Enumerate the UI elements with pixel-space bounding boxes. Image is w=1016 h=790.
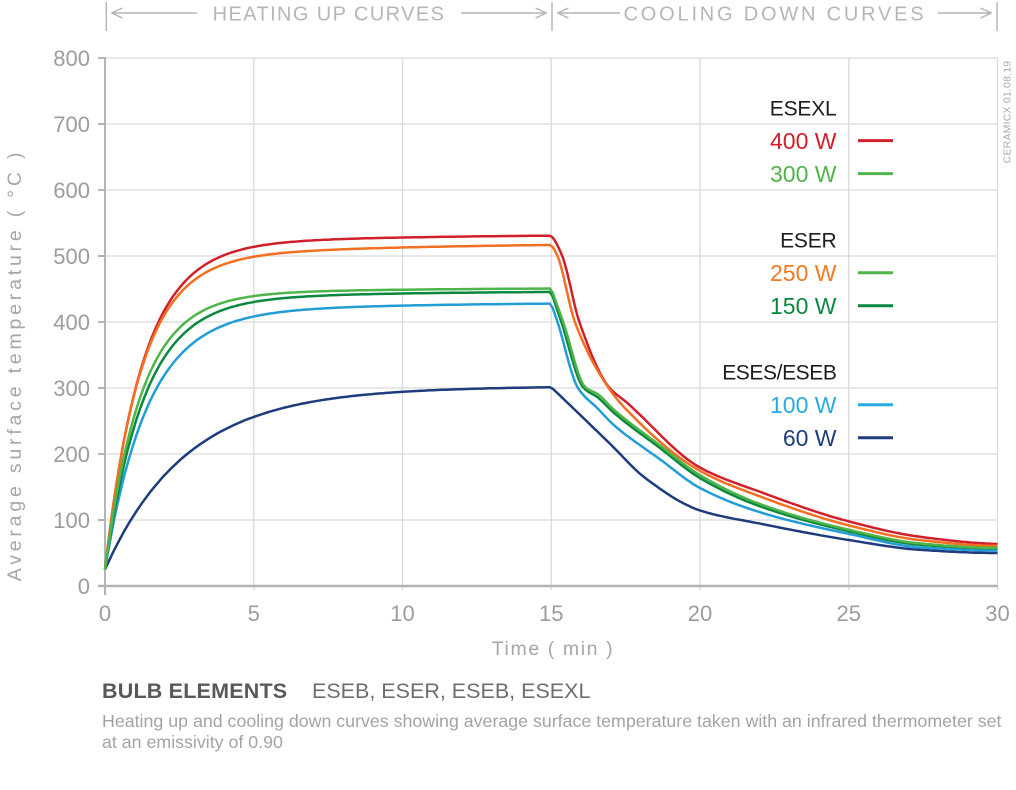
svg-text:400: 400	[53, 310, 90, 335]
svg-text:5: 5	[248, 601, 260, 626]
svg-text:15: 15	[539, 601, 563, 626]
svg-text:ESEB, ESER, ESEB, ESEXL: ESEB, ESER, ESEB, ESEXL	[312, 679, 590, 703]
svg-text:ESER: ESER	[780, 230, 836, 253]
svg-text:250 W: 250 W	[770, 260, 837, 286]
svg-text:500: 500	[53, 244, 90, 269]
svg-text:0: 0	[78, 574, 90, 599]
svg-text:20: 20	[688, 601, 712, 626]
svg-text:COOLING DOWN CURVES: COOLING DOWN CURVES	[624, 4, 927, 26]
svg-text:Time ( min ): Time ( min )	[492, 638, 614, 660]
svg-text:300 W: 300 W	[770, 161, 837, 187]
svg-text:400 W: 400 W	[770, 128, 837, 154]
svg-text:ESEXL: ESEXL	[770, 98, 837, 121]
svg-text:Average surface temperature (: Average surface temperature ( °C )	[4, 149, 26, 582]
svg-text:HEATING UP CURVES: HEATING UP CURVES	[213, 4, 446, 26]
svg-text:200: 200	[53, 442, 90, 467]
svg-text:100: 100	[53, 508, 90, 533]
svg-text:25: 25	[837, 601, 861, 626]
svg-text:BULB ELEMENTS: BULB ELEMENTS	[102, 679, 287, 703]
svg-text:100 W: 100 W	[770, 392, 837, 418]
svg-text:10: 10	[390, 601, 414, 626]
svg-text:600: 600	[53, 178, 90, 203]
svg-text:ESES/ESEB: ESES/ESEB	[722, 362, 836, 385]
svg-text:CERAMICX 01.08.19: CERAMICX 01.08.19	[1002, 61, 1014, 164]
svg-text:300: 300	[53, 376, 90, 401]
svg-text:700: 700	[53, 112, 90, 137]
svg-text:Heating up and cooling down cu: Heating up and cooling down curves showi…	[102, 711, 1001, 731]
svg-text:30: 30	[985, 601, 1009, 626]
svg-text:60 W: 60 W	[783, 425, 837, 451]
svg-text:150 W: 150 W	[770, 293, 837, 319]
svg-text:0: 0	[99, 601, 111, 626]
svg-text:at an emissivity of 0.90: at an emissivity of 0.90	[102, 732, 283, 752]
svg-text:800: 800	[53, 46, 90, 71]
